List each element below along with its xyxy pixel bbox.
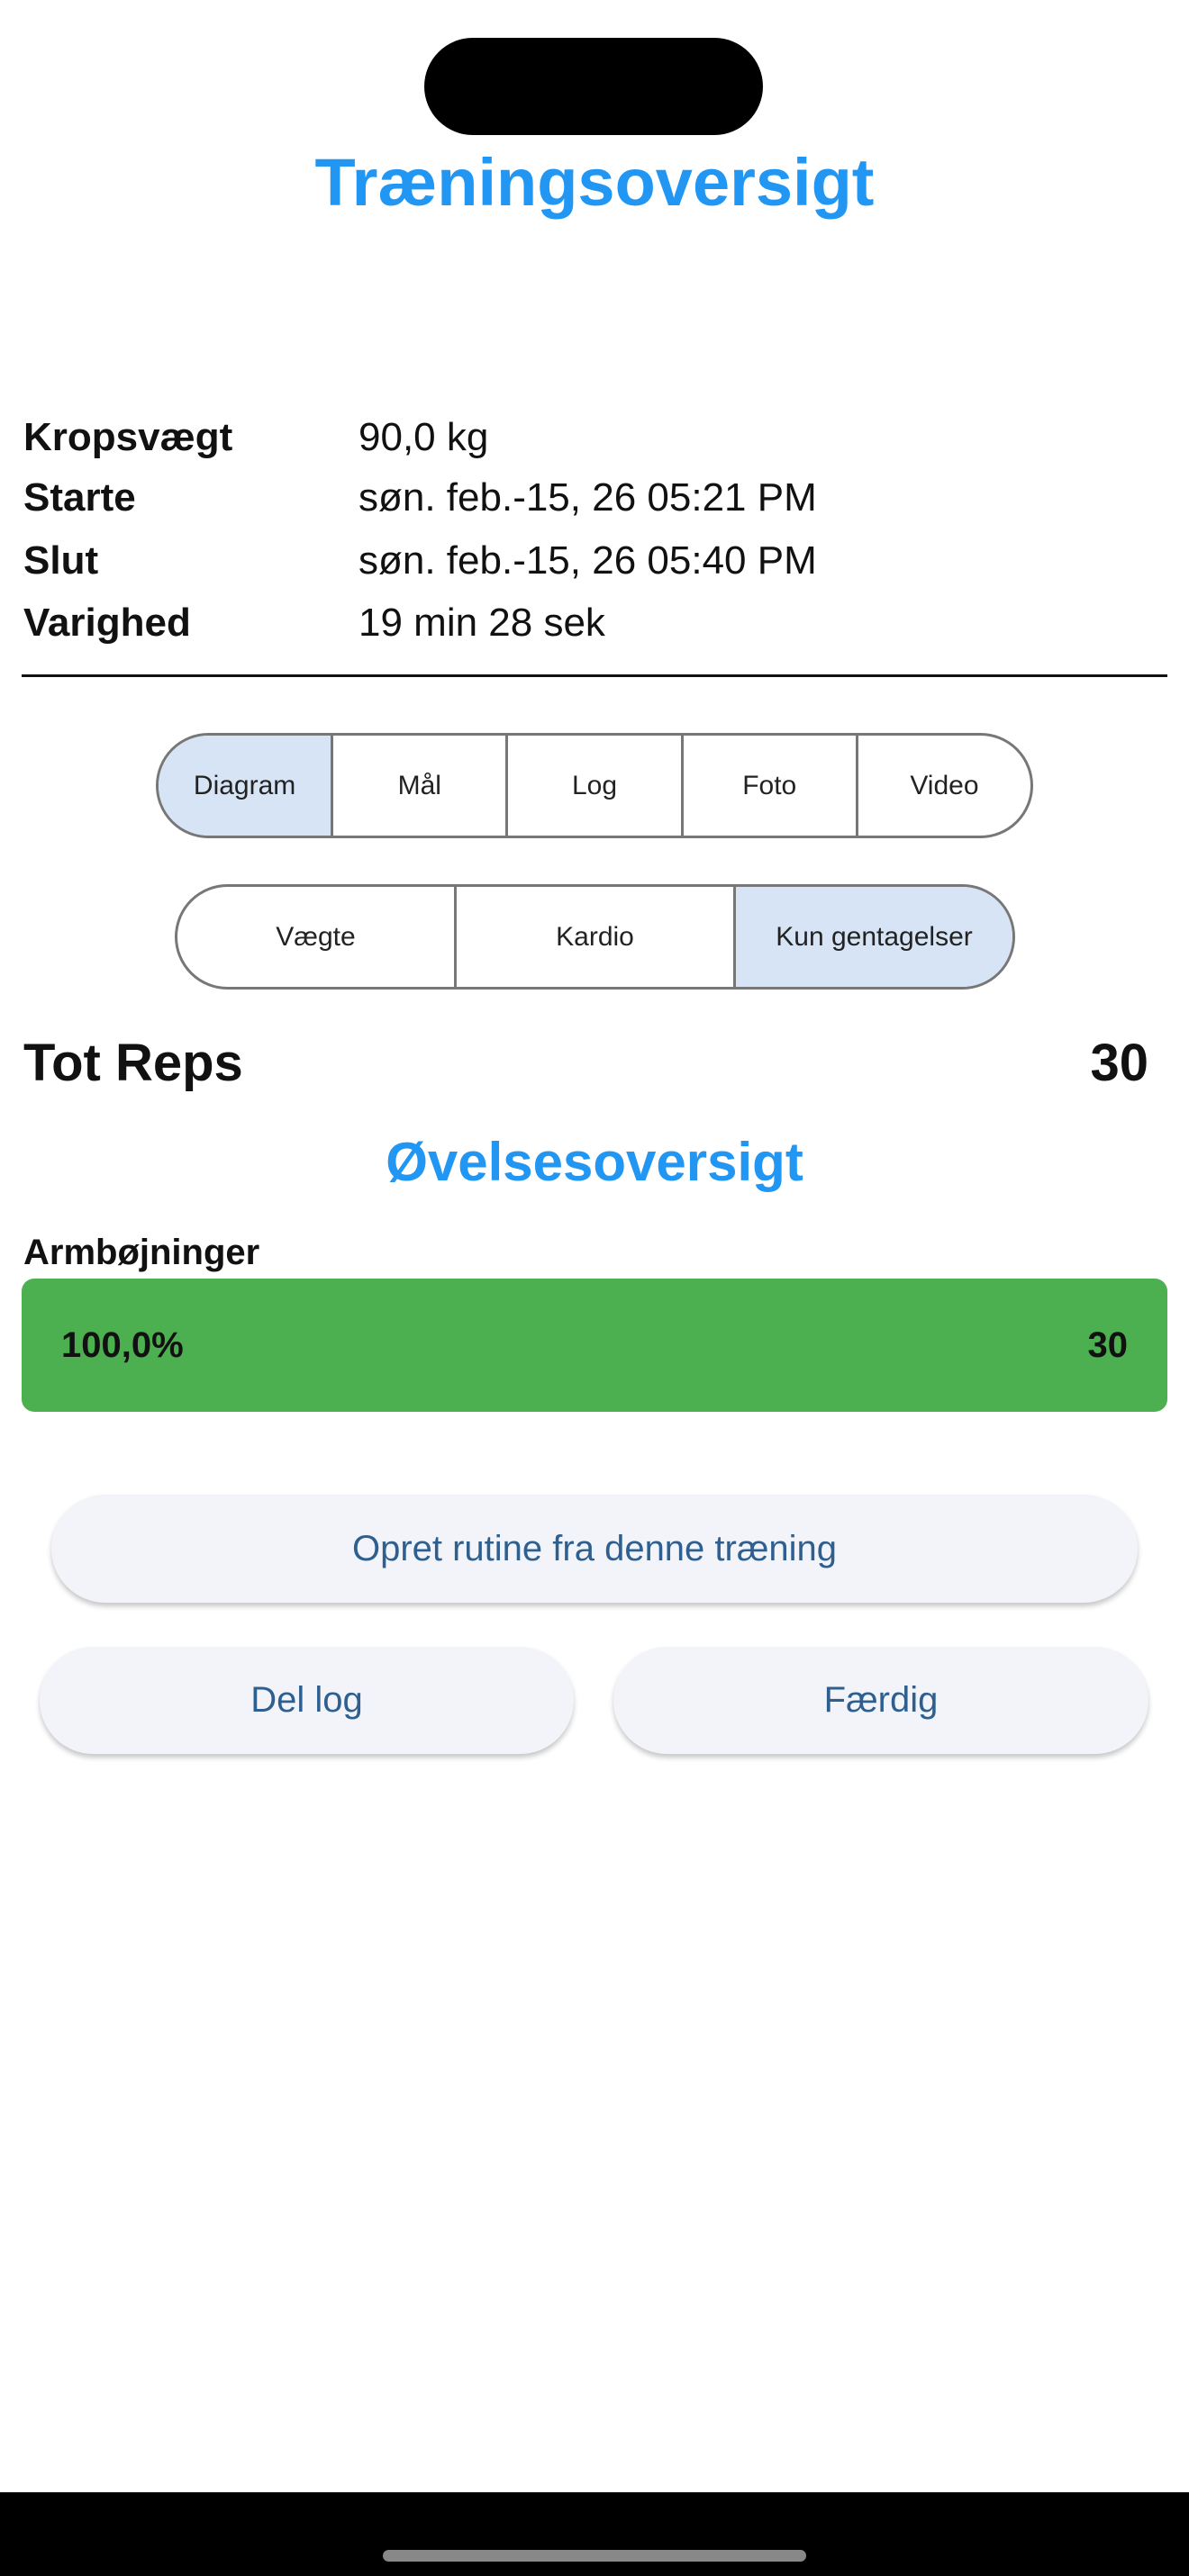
total-reps-label: Tot Reps: [23, 1034, 243, 1092]
bottom-bar: [0, 2492, 1189, 2576]
tab-diagram[interactable]: Diagram: [159, 736, 331, 836]
info-label: Kropsvægt: [23, 415, 233, 459]
info-label: Starte: [23, 475, 136, 520]
tab-cardio[interactable]: Kardio: [454, 887, 733, 987]
info-value: søn. feb.-15, 26 05:40 PM: [359, 538, 817, 583]
dynamic-island: [424, 38, 763, 135]
tab-log[interactable]: Log: [505, 736, 680, 836]
exercise-name: Armbøjninger: [23, 1233, 260, 1272]
done-button[interactable]: Færdig: [613, 1647, 1148, 1754]
info-value: søn. feb.-15, 26 05:21 PM: [359, 475, 817, 520]
info-value: 19 min 28 sek: [359, 601, 605, 645]
tab-goals[interactable]: Mål: [331, 736, 505, 836]
total-reps-value: 30: [1090, 1034, 1148, 1092]
exercise-progress-bar: 100,0% 30: [22, 1279, 1167, 1412]
create-routine-button[interactable]: Opret rutine fra denne træning: [51, 1495, 1138, 1603]
tab-video[interactable]: Video: [855, 736, 1030, 836]
tab-weights[interactable]: Vægte: [276, 921, 356, 952]
page-title: Træningsoversigt: [314, 145, 875, 220]
divider: [22, 674, 1167, 677]
info-label: Varighed: [23, 601, 191, 645]
type-segmented-control: Vægte Kardio Kun gentagelser: [175, 884, 1015, 990]
tab-reps-only[interactable]: Kun gentagelser: [733, 887, 1012, 987]
tab-photo[interactable]: Foto: [680, 736, 856, 836]
exercise-percent: 100,0%: [61, 1325, 184, 1365]
info-value: 90,0 kg: [359, 415, 489, 459]
share-log-button[interactable]: Del log: [40, 1647, 574, 1754]
view-segmented-control: Diagram Mål Log Foto Video: [156, 733, 1033, 838]
exercise-overview-title: Øvelsesoversigt: [386, 1132, 803, 1192]
exercise-count: 30: [1087, 1325, 1129, 1365]
home-indicator[interactable]: [383, 2550, 806, 2562]
info-label: Slut: [23, 538, 99, 583]
